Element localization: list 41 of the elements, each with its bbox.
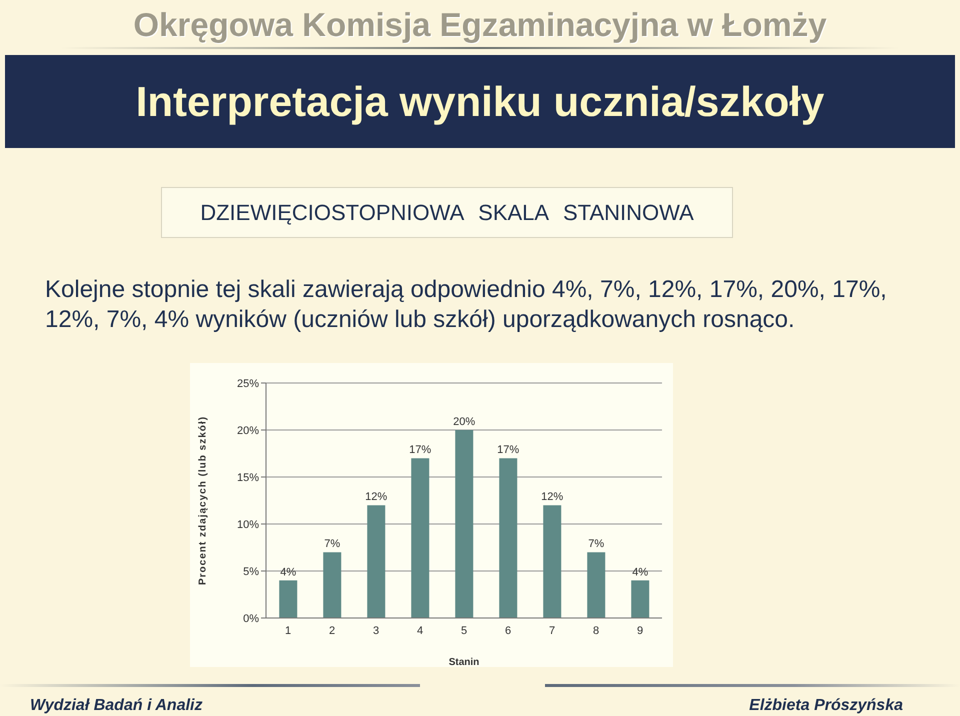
data-label: 20% xyxy=(453,416,476,428)
chart-subtitle: DZIEWIĘCIOSTOPNIOWA SKALA STANINOWA xyxy=(200,200,694,226)
bar xyxy=(631,580,650,618)
y-tick-label: 5% xyxy=(243,566,260,578)
text: Elżbieta Prószyńska xyxy=(749,697,903,715)
y-tick-label: 15% xyxy=(236,472,260,484)
bar xyxy=(543,505,562,618)
data-label: 17% xyxy=(497,444,520,456)
text: Wydział Badań i Analiz xyxy=(30,697,202,715)
data-label: 7% xyxy=(324,538,340,550)
text: Okręgowa Komisja Egzaminacyjna w Łomży xyxy=(132,6,828,44)
x-tick-label: 8 xyxy=(592,624,600,637)
x-tick-label: 6 xyxy=(504,624,512,637)
data-label: 4% xyxy=(280,566,296,578)
y-tick-label: 20% xyxy=(236,424,260,437)
data-label: 7% xyxy=(588,538,604,550)
x-tick-label: 2 xyxy=(328,624,336,637)
data-label: 17% xyxy=(409,444,432,456)
bar xyxy=(279,580,298,618)
bar xyxy=(411,458,430,618)
x-tick-label: 1 xyxy=(284,624,292,637)
x-tick-label: 7 xyxy=(548,624,556,637)
text: Kolejne stopnie tej skali zawierają odpowiednio 4%, 7%, 12%, 17%, 20%, 17%, 12%, 7%, 4% wyników (uczniów lub szkół) uporządkowanych rosnąco. xyxy=(45,275,888,335)
x-tick-label: 9 xyxy=(636,624,644,637)
y-tick-label: 0% xyxy=(243,612,260,625)
bar xyxy=(587,552,606,618)
data-label: 12% xyxy=(365,491,388,504)
bar xyxy=(455,430,474,618)
x-tick-label: 4 xyxy=(416,624,424,637)
x-tick-label: 5 xyxy=(460,624,468,637)
x-tick-label: 3 xyxy=(372,624,380,637)
bar xyxy=(367,505,386,618)
y-tick-label: 25% xyxy=(236,378,260,390)
data-label: 12% xyxy=(541,491,564,504)
data-label: 4% xyxy=(632,566,648,578)
bar xyxy=(499,458,518,618)
chart-title: Interpretacja wyniku ucznia/szkoły xyxy=(136,78,824,126)
x-axis-title: Stanin xyxy=(448,657,480,668)
y-tick-label: 10% xyxy=(236,518,260,531)
y-axis-title: Procent zdających (lub szkół) xyxy=(198,416,209,586)
bar xyxy=(323,552,342,618)
